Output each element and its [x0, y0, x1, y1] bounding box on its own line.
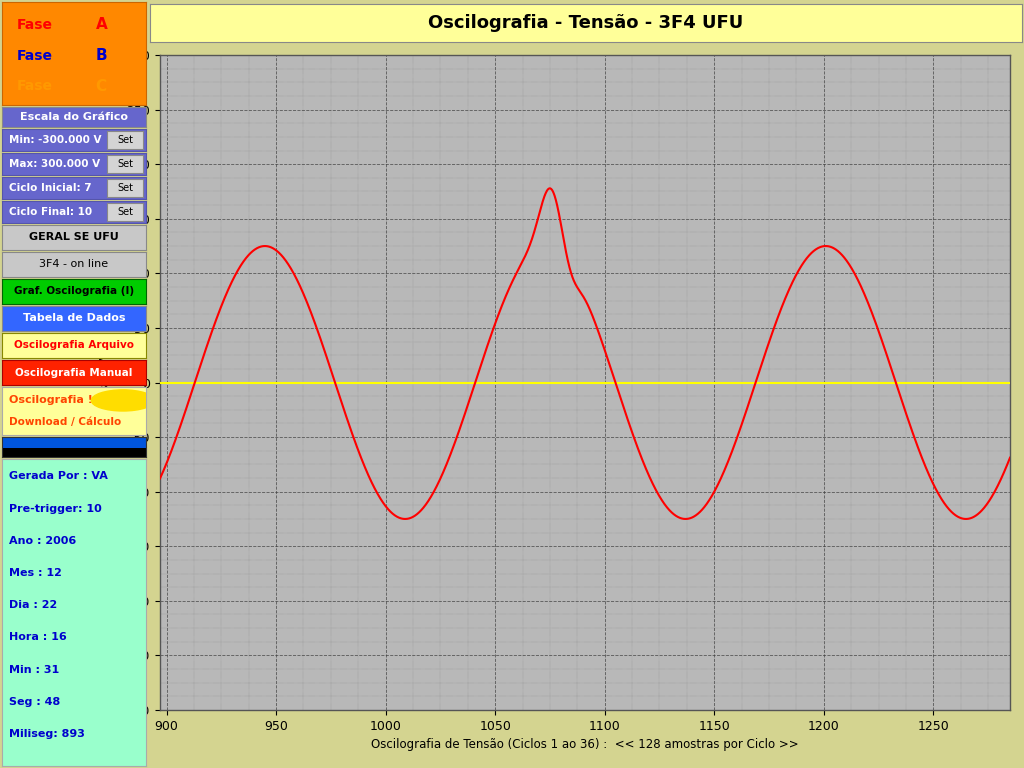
Text: Seg : 48: Seg : 48 [9, 697, 60, 707]
Text: Fase: Fase [16, 48, 52, 62]
Text: Fase: Fase [16, 79, 52, 94]
Text: Set: Set [117, 135, 133, 145]
Bar [2, 437, 146, 448]
Y-axis label: Tensao  V: Tensao V [98, 351, 112, 414]
Text: Dia : 22: Dia : 22 [9, 601, 57, 611]
Text: Hora : 16: Hora : 16 [9, 633, 67, 643]
Text: GERAL SE UFU: GERAL SE UFU [29, 233, 119, 243]
Text: Download / Cálculo: Download / Cálculo [9, 416, 122, 426]
Text: Miliseg: 893: Miliseg: 893 [9, 729, 85, 739]
Text: Tabela de Dados: Tabela de Dados [23, 313, 125, 323]
Text: 3F4 - on line: 3F4 - on line [40, 260, 109, 270]
Text: Set: Set [117, 159, 133, 169]
Circle shape [91, 390, 155, 411]
Text: Ano : 2006: Ano : 2006 [9, 536, 77, 546]
Text: Graf. Oscilografia (I): Graf. Oscilografia (I) [14, 286, 134, 296]
Text: Min: -300.000 V: Min: -300.000 V [9, 135, 101, 145]
Text: Set: Set [117, 183, 133, 193]
Text: Mes : 12: Mes : 12 [9, 568, 62, 578]
Text: Gerada Por : VA: Gerada Por : VA [9, 472, 109, 482]
Text: Ciclo Inicial: 7: Ciclo Inicial: 7 [9, 183, 92, 193]
Text: Ciclo Final: 10: Ciclo Final: 10 [9, 207, 92, 217]
Text: C: C [95, 79, 106, 94]
Text: Max: 300.000 V: Max: 300.000 V [9, 159, 100, 169]
Text: B: B [95, 48, 108, 63]
Text: Oscilografia Manual: Oscilografia Manual [15, 368, 133, 378]
Text: Fase: Fase [16, 18, 52, 31]
Text: Min : 31: Min : 31 [9, 664, 59, 675]
X-axis label: Oscilografia de Tensão (Ciclos 1 ao 36) :  << 128 amostras por Ciclo >>: Oscilografia de Tensão (Ciclos 1 ao 36) … [371, 738, 799, 751]
Text: Set: Set [117, 207, 133, 217]
Text: Oscilografia !: Oscilografia ! [9, 396, 93, 406]
Text: Oscilografia - Tensão - 3F4 UFU: Oscilografia - Tensão - 3F4 UFU [428, 14, 743, 32]
Text: Escala do Gráfico: Escala do Gráfico [20, 112, 128, 122]
Text: Pre-trigger: 10: Pre-trigger: 10 [9, 504, 102, 514]
Text: Oscilografia Arquivo: Oscilografia Arquivo [14, 340, 134, 350]
Text: A: A [95, 17, 108, 32]
